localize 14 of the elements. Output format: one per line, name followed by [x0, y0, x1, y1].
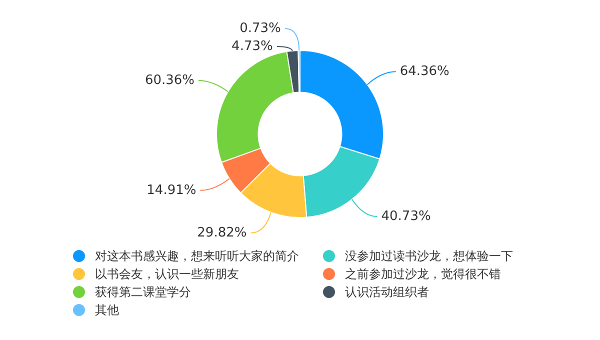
- legend-label: 以书会友，认识一些新朋友: [95, 266, 239, 282]
- data-label: 60.36%: [144, 72, 195, 88]
- legend-label: 其他: [95, 302, 119, 318]
- data-label: 0.73%: [240, 20, 281, 36]
- data-label: 14.91%: [146, 182, 196, 198]
- legend-label: 认识活动组织者: [345, 284, 429, 300]
- data-label: 40.73%: [381, 208, 431, 224]
- data-label: 4.73%: [232, 38, 273, 54]
- legend-label: 获得第二课堂学分: [95, 284, 191, 300]
- legend-label: 没参加过读书沙龙，想体验一下: [345, 248, 513, 264]
- legend-label: 之前参加过沙龙，觉得很不错: [345, 266, 501, 282]
- data-label: 29.82%: [197, 225, 247, 240]
- legend-label: 对这本书感兴趣，想来听听大家的简介: [95, 248, 299, 264]
- data-label: 64.36%: [400, 64, 450, 79]
